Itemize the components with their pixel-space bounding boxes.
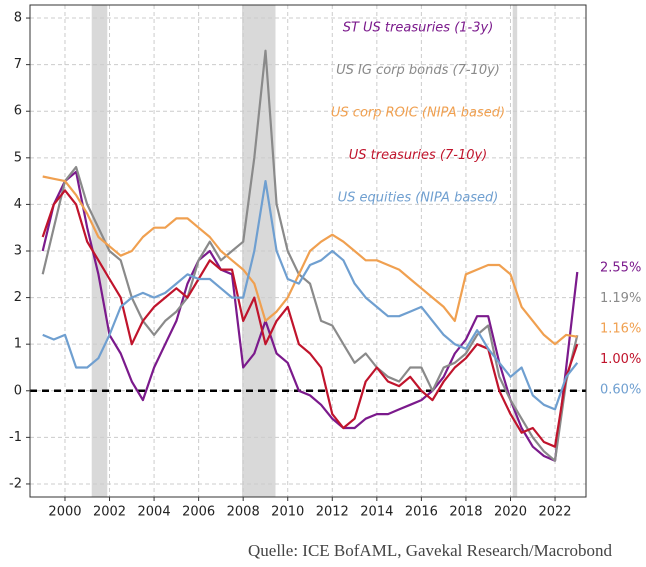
y-tick-label: 8 (14, 11, 22, 26)
x-tick-label: 2022 (538, 505, 571, 520)
y-tick-label: 2 (14, 290, 22, 305)
recession-shade (91, 5, 108, 497)
end-label: 2.55% (600, 261, 641, 276)
x-tick-label: 2012 (316, 505, 349, 520)
series-line (41, 170, 579, 462)
legend-label: US corp ROIC (NIPA based) (331, 106, 505, 121)
y-tick-label: 0 (14, 383, 22, 398)
x-tick-label: 2002 (93, 505, 126, 520)
y-tick-label: 4 (14, 197, 22, 212)
x-tick-label: 2018 (449, 505, 482, 520)
series-line (41, 189, 579, 448)
x-tick-label: 2014 (360, 505, 393, 520)
end-label: 1.00% (600, 352, 641, 367)
x-tick-label: 2006 (182, 505, 215, 520)
x-tick-label: 2016 (405, 505, 438, 520)
x-tick-label: 2008 (227, 505, 260, 520)
series-line (42, 180, 579, 411)
source-note: Quelle: ICE BofAML, Gavekal Research/Mac… (248, 541, 612, 560)
x-tick-label: 2000 (48, 505, 81, 520)
legend-label: ST US treasuries (1-3y) (343, 21, 494, 36)
y-tick-label: 3 (14, 244, 22, 259)
legend-label: US equities (NIPA based) (338, 191, 499, 206)
y-tick-label: -2 (9, 476, 22, 491)
legend-label: US treasuries (7-10y) (349, 148, 488, 163)
plot-frame (29, 4, 587, 498)
x-tick-label: 2004 (138, 505, 171, 520)
y-tick-label: 5 (14, 150, 22, 165)
y-tick-label: 1 (14, 337, 22, 352)
y-tick-label: 6 (14, 104, 22, 119)
x-tick-label: 2020 (494, 505, 527, 520)
end-label: 1.16% (600, 322, 641, 337)
y-tick-label: 7 (14, 57, 22, 72)
y-tick-label: -1 (9, 430, 22, 445)
legend-label: US IG corp bonds (7-10y) (336, 63, 500, 78)
end-label: 0.60% (600, 383, 641, 398)
end-label: 1.19% (600, 291, 641, 306)
series-line (42, 175, 578, 346)
x-tick-label: 2010 (271, 505, 304, 520)
